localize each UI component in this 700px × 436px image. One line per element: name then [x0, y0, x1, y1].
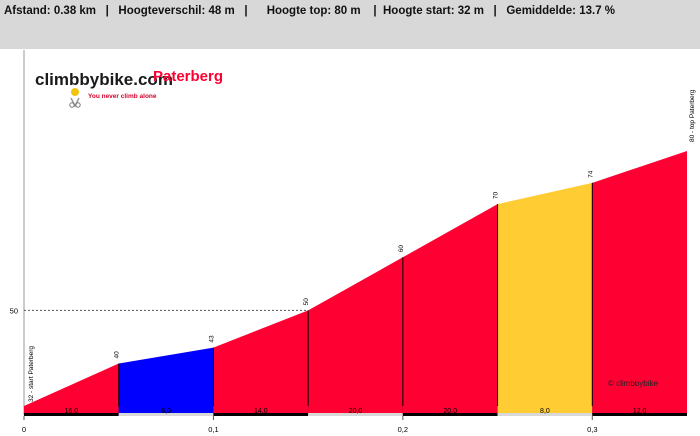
stats-bar: Afstand: 0.38 km | Hoogteverschil: 48 m …	[0, 0, 700, 49]
distance-band	[592, 413, 687, 416]
distance-band	[118, 413, 214, 416]
elevation-chart: 50 16,0 6,0 14,0 20,0 20,0 8,0 12,0 0 0,1 0,2 0,3…	[10, 50, 696, 434]
gradient-label: 8,0	[540, 408, 550, 415]
point-label: 74	[587, 170, 594, 178]
point-label: 43	[208, 335, 215, 343]
gradient-label: 20,0	[349, 408, 363, 415]
point-label: 40	[114, 351, 121, 359]
y-tick-label: 50	[10, 306, 18, 315]
x-tick-label: 0,3	[587, 425, 597, 434]
gradient-label: 14,0	[254, 408, 268, 415]
gradient-bar-segment	[497, 406, 593, 415]
x-tick-label: 0,2	[398, 425, 408, 434]
segment-area	[592, 151, 687, 415]
gradient-label: 12,0	[633, 408, 647, 415]
point-label: 50	[303, 298, 310, 306]
segment-area	[213, 310, 309, 415]
gradient-label: 16,0	[65, 408, 79, 415]
point-label: 70	[493, 192, 500, 200]
gradient-bar-segment	[592, 406, 687, 415]
gradient-bar-segment	[402, 406, 498, 415]
gradient-label: 20,0	[443, 408, 457, 415]
distance-band	[497, 413, 593, 416]
segment-area	[402, 204, 498, 415]
segment-area	[24, 363, 119, 415]
segment-area	[497, 182, 593, 415]
segment-area	[118, 347, 214, 415]
point-label: 80 - top Paterberg	[689, 89, 696, 142]
distance-band	[213, 413, 309, 416]
segment-area	[308, 257, 403, 415]
chart-title: Paterberg	[153, 68, 223, 85]
distance-band	[308, 413, 403, 416]
logo-text: climbbybike.com	[35, 70, 173, 89]
x-tick-label: 0,1	[208, 425, 218, 434]
gradient-bar-segment	[213, 406, 309, 415]
distance-band	[24, 413, 119, 416]
gradient-bar-segment	[24, 406, 119, 415]
gradient-bar-segment	[118, 406, 214, 415]
watermark: © climbbybike	[608, 379, 658, 388]
stats-text: Afstand: 0.38 km | Hoogteverschil: 48 m …	[4, 5, 616, 17]
logo-tagline: You never climb alone	[88, 93, 157, 100]
gradient-label: 6,0	[161, 408, 171, 415]
x-tick-label: 0	[22, 425, 26, 434]
cyclist-icon	[69, 88, 81, 108]
gradient-bar-segment	[308, 406, 403, 415]
distance-band	[402, 413, 498, 416]
point-label: 60	[398, 245, 405, 253]
point-label: 32 - start Paterberg	[28, 346, 35, 402]
